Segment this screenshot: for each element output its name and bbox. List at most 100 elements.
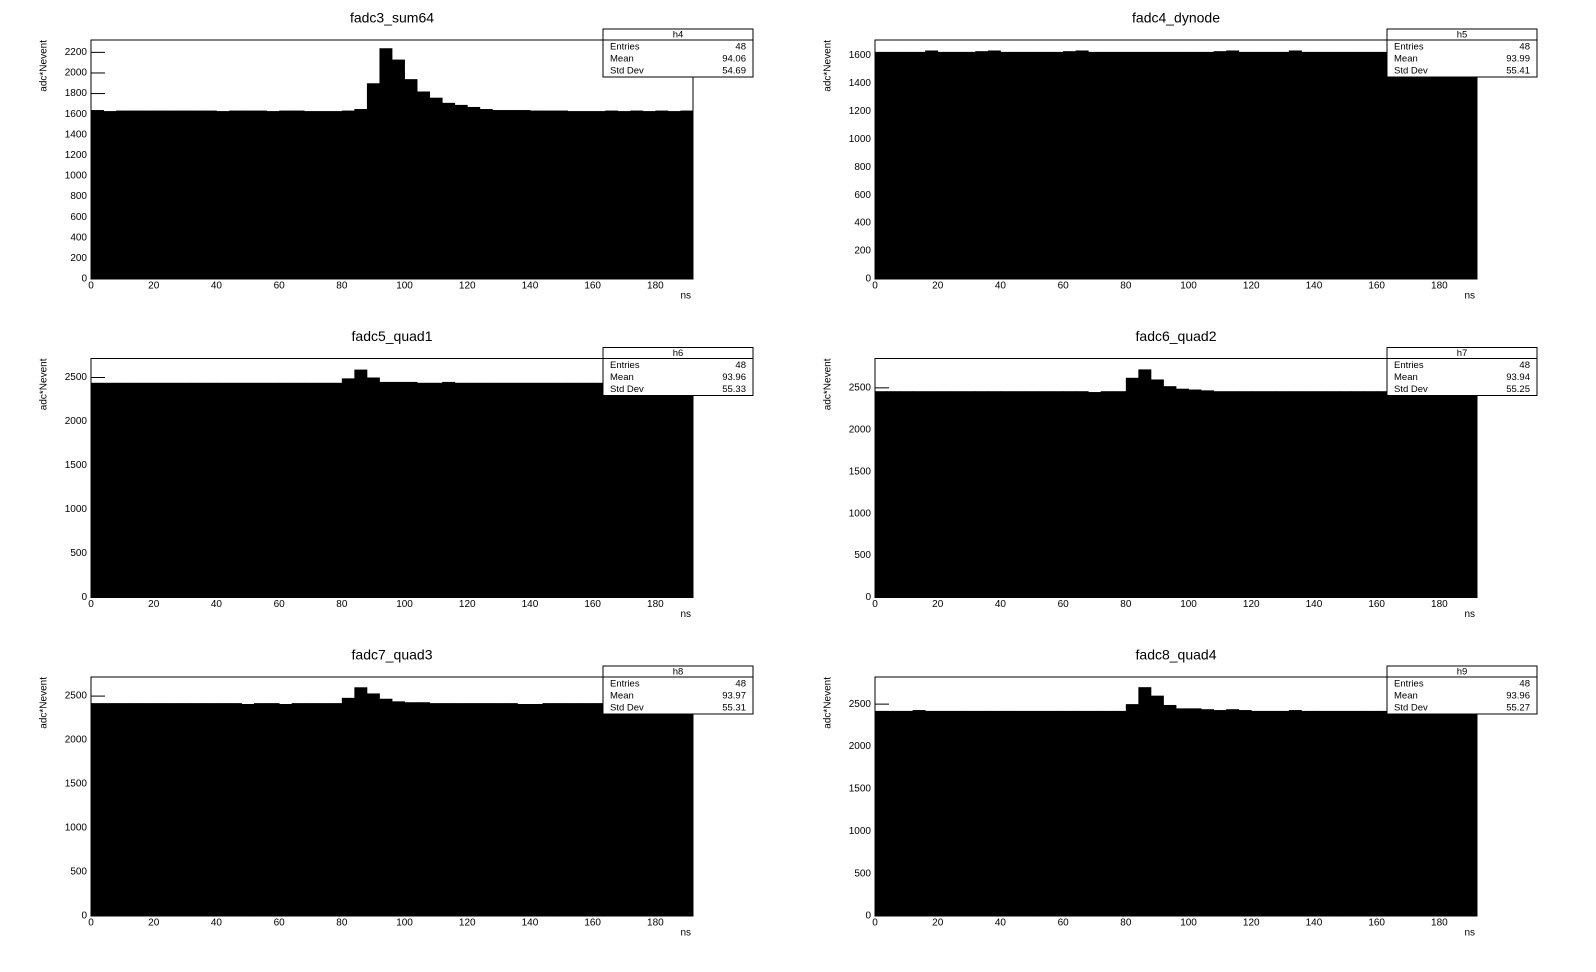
x-tick-label: 100 <box>1180 599 1197 610</box>
y-tick-label: 400 <box>854 218 871 229</box>
stats-value: 48 <box>735 679 746 690</box>
bar <box>1226 391 1240 598</box>
y-tick-label: 1000 <box>849 508 872 519</box>
bar <box>304 111 318 279</box>
bar <box>1389 391 1403 598</box>
bar <box>504 110 518 279</box>
bar <box>1439 51 1453 280</box>
bar <box>605 382 619 598</box>
x-axis-label: ns <box>1464 609 1475 620</box>
stats-title: h6 <box>673 348 684 359</box>
x-tick-label: 120 <box>1243 281 1260 292</box>
bar <box>1376 391 1390 598</box>
y-tick-label: 1200 <box>849 106 872 117</box>
y-tick-label: 1600 <box>65 109 88 120</box>
bar <box>417 702 431 916</box>
bar <box>1088 710 1102 916</box>
bar <box>1025 391 1039 598</box>
bar <box>1025 51 1039 280</box>
x-tick-label: 160 <box>1368 918 1385 929</box>
bar <box>1276 710 1290 916</box>
bar <box>1414 710 1428 916</box>
stats-value: 55.33 <box>722 384 746 395</box>
stats-value: 54.69 <box>722 66 746 77</box>
bar <box>1088 392 1102 598</box>
x-tick-label: 40 <box>211 281 223 292</box>
bar <box>442 381 456 598</box>
bar <box>354 109 368 280</box>
bar <box>91 703 104 916</box>
stats-value: 48 <box>1519 679 1530 690</box>
bar <box>417 382 431 598</box>
x-tick-label: 120 <box>459 918 476 929</box>
bar <box>91 382 104 598</box>
bar <box>925 391 939 598</box>
bar <box>254 110 267 280</box>
bar <box>442 703 456 916</box>
bar <box>1451 51 1465 280</box>
stats-label: Mean <box>1394 54 1418 65</box>
stats-box <box>602 28 754 78</box>
bar <box>1288 391 1302 598</box>
bar <box>887 51 901 280</box>
x-tick-label: 100 <box>396 918 413 929</box>
bar <box>517 704 531 916</box>
bar <box>1464 51 1478 280</box>
bar <box>1213 710 1227 916</box>
bar <box>1389 51 1403 280</box>
bar <box>1376 710 1390 916</box>
bar <box>504 382 518 598</box>
x-tick-label: 60 <box>1058 281 1070 292</box>
bar <box>605 110 619 280</box>
bar <box>1276 391 1290 598</box>
bar <box>1238 710 1252 916</box>
bar <box>567 111 581 279</box>
bar <box>341 697 355 916</box>
x-axis-label: ns <box>1464 928 1475 939</box>
bar <box>950 51 964 280</box>
bar <box>1364 391 1378 598</box>
bar <box>241 110 255 280</box>
bar <box>887 710 901 916</box>
bar <box>329 111 343 279</box>
bar <box>153 703 167 916</box>
y-tick-label: 200 <box>854 246 871 257</box>
bar <box>962 710 976 916</box>
x-tick-label: 40 <box>211 599 223 610</box>
y-tick-label: 1500 <box>65 779 88 790</box>
y-axis-label: adc*Nevent <box>39 40 50 92</box>
bar <box>379 698 393 916</box>
bar <box>467 703 481 916</box>
bar <box>1251 391 1265 598</box>
x-tick-label: 40 <box>995 599 1007 610</box>
bar <box>191 110 205 280</box>
x-tick-label: 180 <box>1431 281 1448 292</box>
bar <box>128 703 142 916</box>
x-tick-label: 120 <box>459 281 476 292</box>
y-tick-label: 0 <box>865 592 871 603</box>
bar <box>987 50 1001 280</box>
y-tick-label: 2000 <box>849 424 872 435</box>
bar <box>354 369 368 598</box>
bar <box>354 687 368 916</box>
bar <box>429 97 443 279</box>
bar <box>900 391 914 598</box>
bar <box>279 382 293 598</box>
bar <box>1012 51 1026 280</box>
bar <box>987 391 1001 598</box>
bar <box>429 703 443 916</box>
bar <box>1288 710 1302 916</box>
bar <box>1464 710 1478 916</box>
bar <box>567 703 581 916</box>
bar <box>1351 391 1365 598</box>
stats-label: Mean <box>1394 691 1418 702</box>
y-tick-label: 1500 <box>849 466 872 477</box>
bar <box>1025 710 1039 916</box>
bar <box>1414 391 1428 598</box>
stats-title: h8 <box>673 667 684 678</box>
bar <box>1038 710 1051 916</box>
y-tick-label: 0 <box>865 911 871 922</box>
bar <box>279 110 293 280</box>
bar <box>937 51 951 280</box>
bar <box>1263 391 1277 598</box>
